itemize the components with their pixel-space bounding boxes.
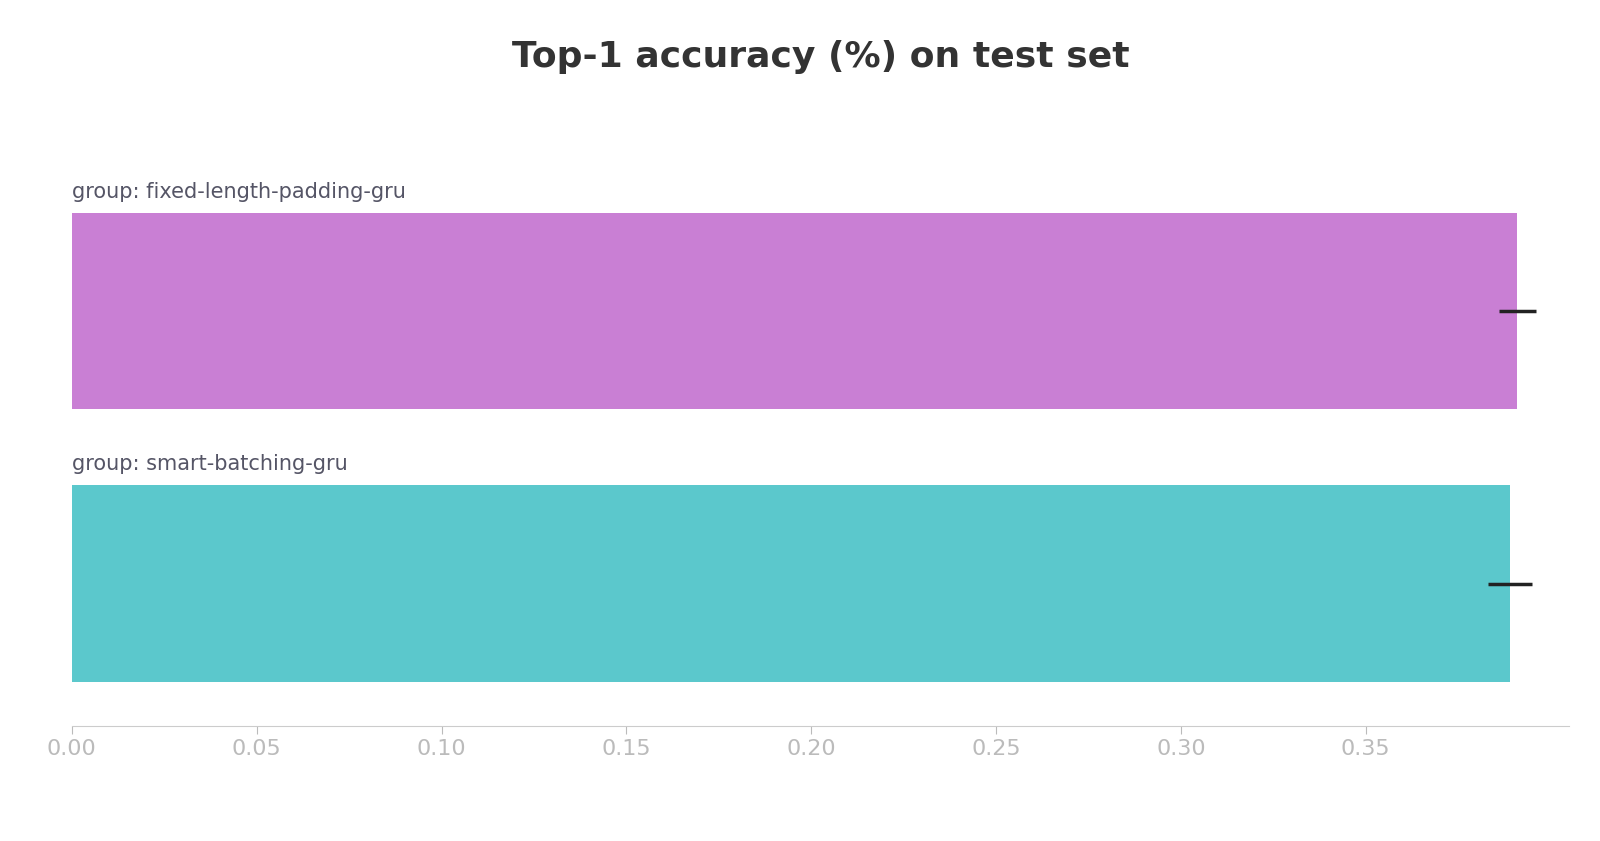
Text: group: fixed-length-padding-gru: group: fixed-length-padding-gru — [72, 182, 406, 202]
Text: group: smart-batching-gru: group: smart-batching-gru — [72, 454, 347, 474]
Bar — [72, 213, 1517, 409]
Title: Top-1 accuracy (%) on test set: Top-1 accuracy (%) on test set — [512, 40, 1130, 74]
Bar — [72, 485, 1510, 682]
